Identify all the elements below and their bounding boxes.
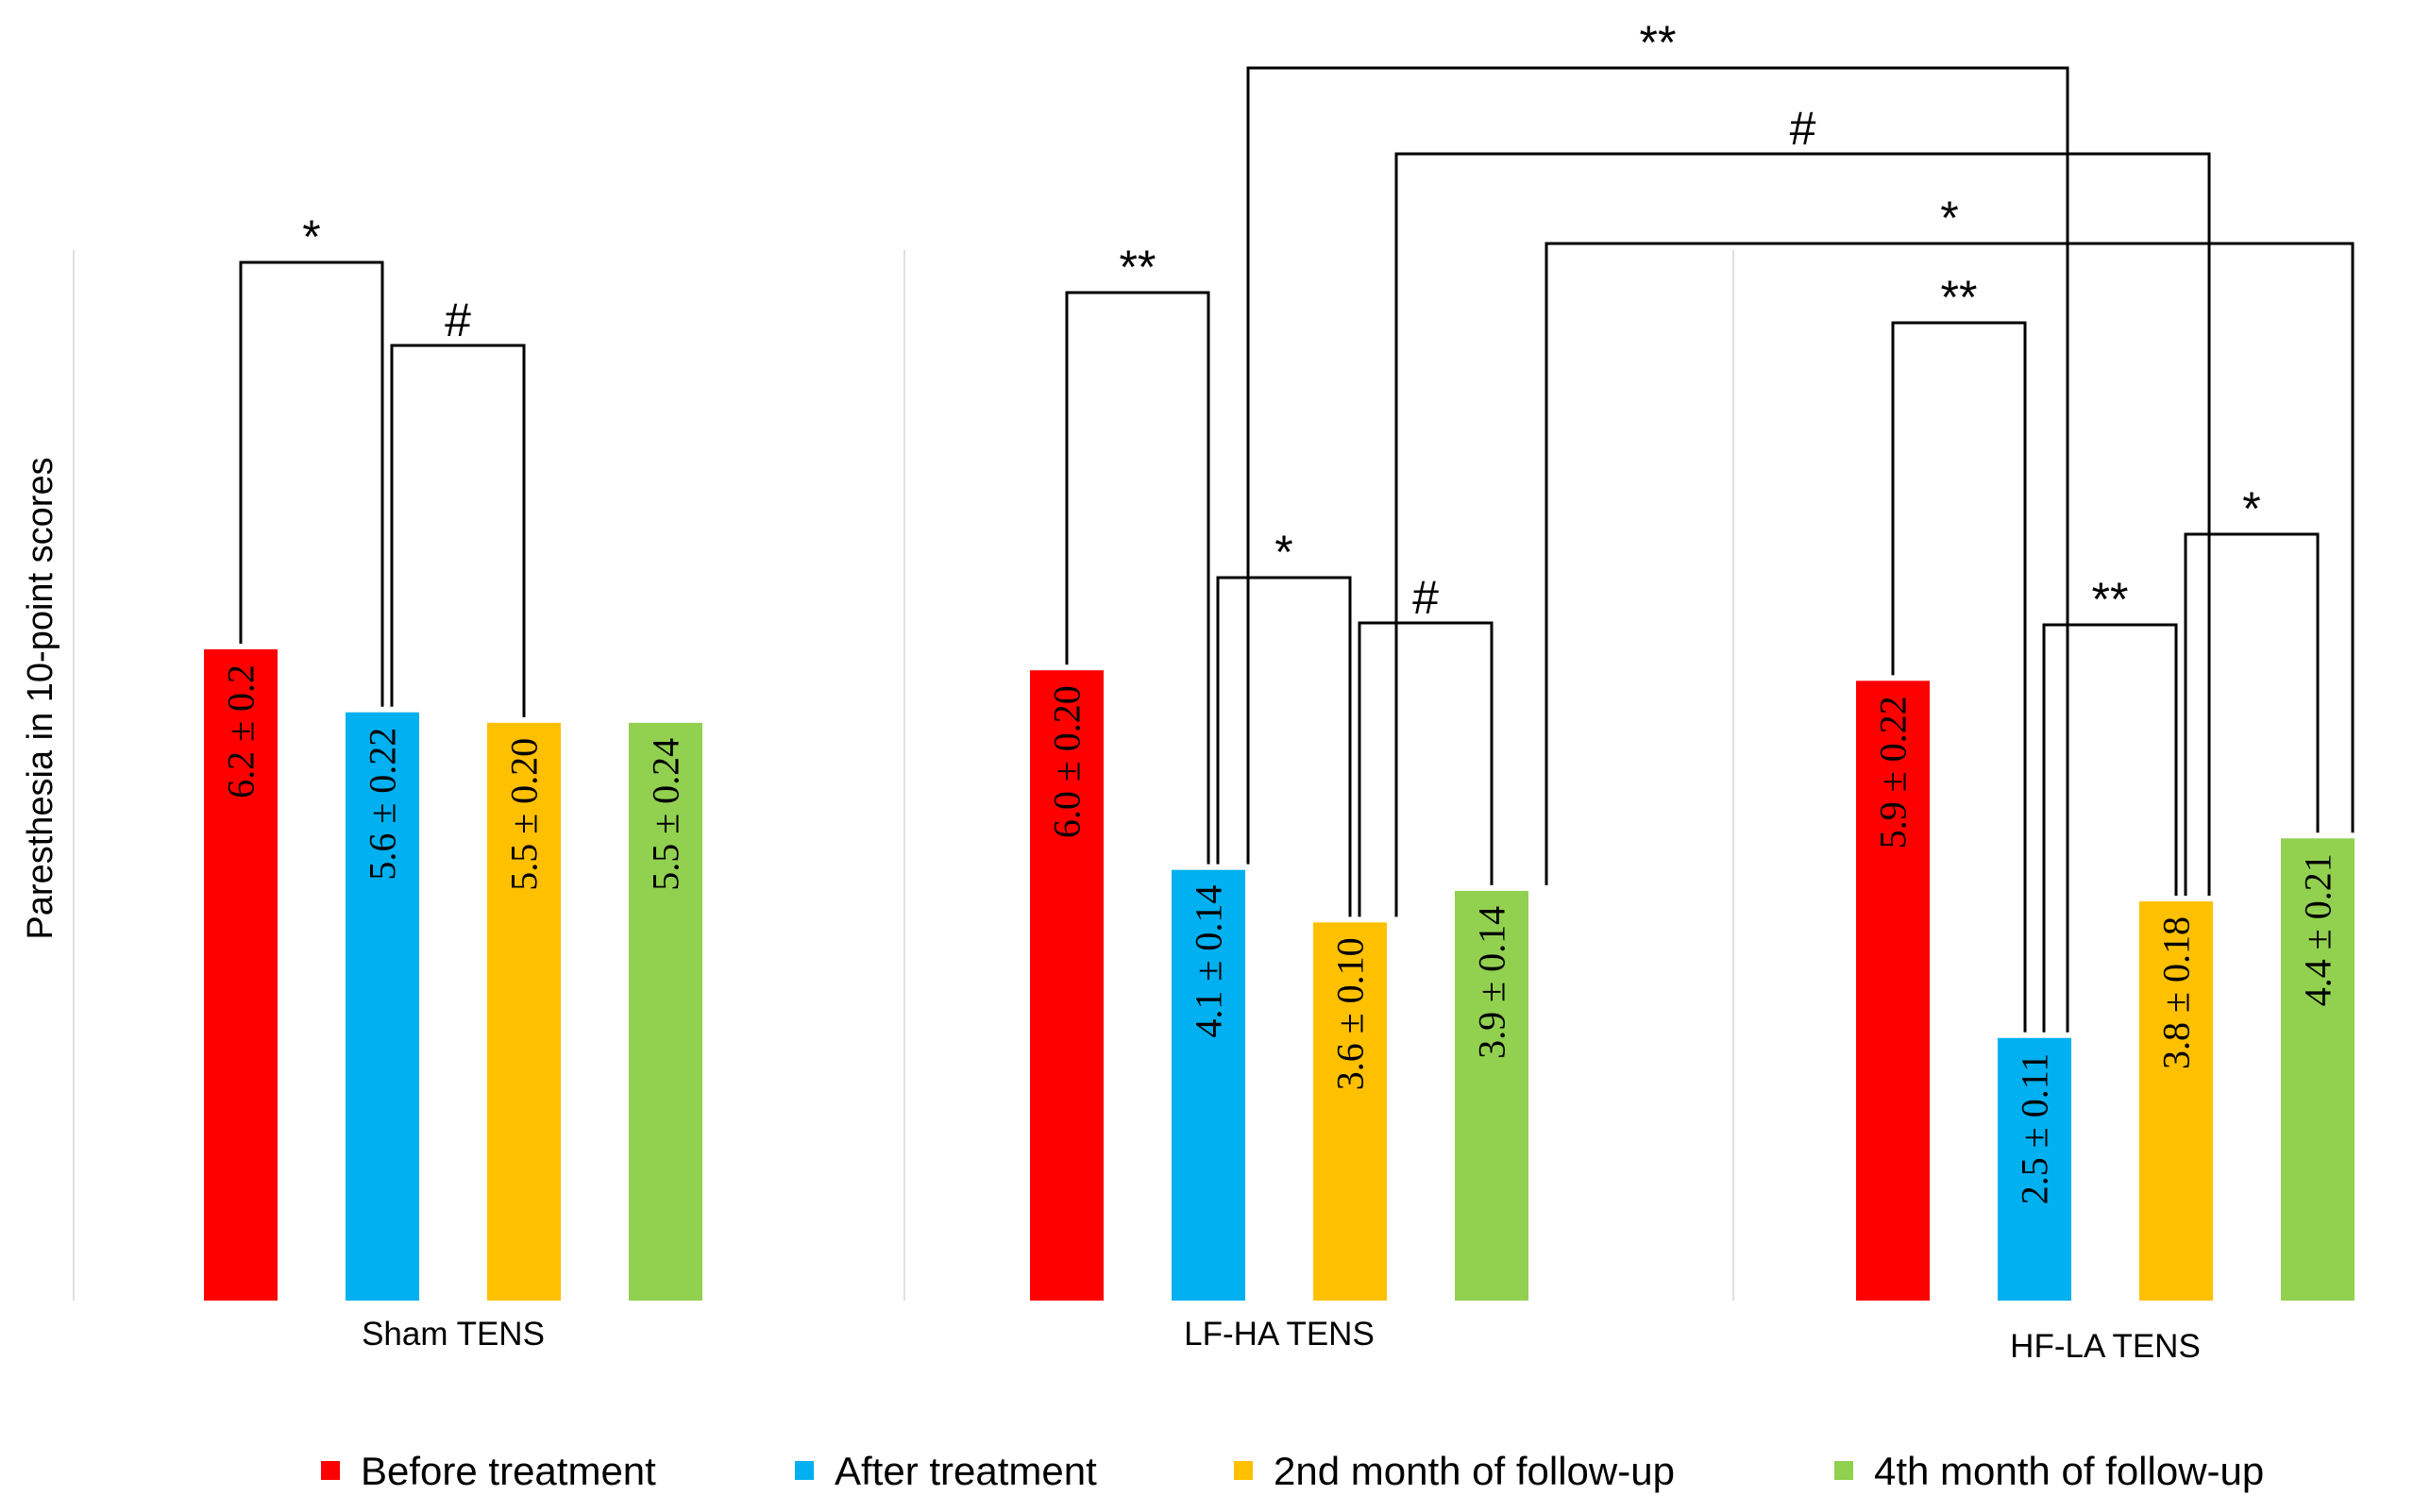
significance-marker-7: ** bbox=[2092, 573, 2129, 626]
bar-hf-la-tens-4th-month-of-follow-up bbox=[2281, 838, 2355, 1301]
significance-marker-1: * bbox=[302, 210, 320, 263]
legend-swatch-4th-month-of-follow-up bbox=[1834, 1461, 1853, 1480]
significance-marker-6: ** bbox=[1941, 271, 1978, 324]
bar-sham-tens-4th-month-of-follow-up bbox=[629, 722, 702, 1301]
bar-label-lf-ha-tens-2nd-month-of-follow-up: 3.6 ± 0.10 bbox=[1329, 937, 1372, 1090]
significance-marker-11: * bbox=[1940, 192, 1958, 244]
bar-sham-tens-after-treatment bbox=[346, 712, 419, 1301]
significance-marker-10: # bbox=[1790, 102, 1816, 155]
significance-bracket-5 bbox=[1358, 621, 1494, 917]
significance-marker-5: # bbox=[1412, 571, 1439, 624]
bar-label-sham-tens-before-treatment: 6.2 ± 0.2 bbox=[220, 664, 262, 798]
bar-label-lf-ha-tens-before-treatment: 6.0 ± 0.20 bbox=[1046, 685, 1089, 838]
bar-label-lf-ha-tens-after-treatment: 4.1 ± 0.14 bbox=[1188, 885, 1230, 1038]
bar-lf-ha-tens-after-treatment bbox=[1172, 869, 1245, 1301]
legend-label-4th-month-of-follow-up: 4th month of follow-up bbox=[1874, 1449, 2264, 1493]
bar-hf-la-tens-after-treatment bbox=[1998, 1037, 2071, 1301]
significance-marker-4: * bbox=[1275, 526, 1292, 579]
bar-sham-tens-2nd-month-of-follow-up bbox=[487, 722, 561, 1301]
significance-bracket-4 bbox=[1216, 576, 1352, 917]
y-axis-label: Paresthesia in 10-point scores bbox=[21, 457, 60, 939]
bars-layer bbox=[204, 648, 2355, 1301]
bar-lf-ha-tens-before-treatment bbox=[1030, 670, 1104, 1301]
bar-value-labels: 6.2 ± 0.2 5.6 ± 0.22 5.5 ± 0.20 5.5 ± 0.24 6… bbox=[220, 664, 2339, 1204]
significance-bracket-9 bbox=[1246, 66, 2069, 1033]
bar-label-hf-la-tens-2nd-month-of-follow-up: 3.8 ± 0.18 bbox=[2155, 916, 2198, 1069]
significance-bracket-1 bbox=[239, 260, 384, 707]
bar-label-sham-tens-2nd-month-of-follow-up: 5.5 ± 0.20 bbox=[503, 738, 546, 891]
bar-label-sham-tens-after-treatment: 5.6 ± 0.22 bbox=[362, 728, 404, 881]
legend-label-2nd-month-of-follow-up: 2nd month of follow-up bbox=[1274, 1449, 1675, 1493]
group-dividers bbox=[73, 250, 1734, 1301]
significance-bracket-7 bbox=[2042, 623, 2178, 1033]
bar-label-sham-tens-4th-month-of-follow-up: 5.5 ± 0.24 bbox=[645, 738, 687, 891]
bar-hf-la-tens-before-treatment bbox=[1856, 680, 1930, 1301]
significance-marker-3: ** bbox=[1120, 241, 1156, 294]
legend-swatch-before-treatment bbox=[321, 1461, 340, 1480]
bar-hf-la-tens-2nd-month-of-follow-up bbox=[2139, 901, 2213, 1301]
bar-label-hf-la-tens-4th-month-of-follow-up: 4.4 ± 0.21 bbox=[2297, 853, 2339, 1006]
group-label-hf-la-tens: HF-LA TENS bbox=[2010, 1328, 2201, 1365]
group-labels: Sham TENS LF-HA TENS HF-LA TENS bbox=[362, 1316, 2201, 1365]
legend-label-after-treatment: After treatment bbox=[835, 1449, 1097, 1493]
bar-label-hf-la-tens-before-treatment: 5.9 ± 0.22 bbox=[1872, 696, 1915, 848]
bar-lf-ha-tens-4th-month-of-follow-up bbox=[1455, 890, 1528, 1301]
legend-swatch-2nd-month-of-follow-up bbox=[1234, 1461, 1253, 1480]
legend: Before treatment After treatment 2nd month… bbox=[321, 1449, 2264, 1493]
significance-bracket-2 bbox=[390, 344, 526, 717]
group-label-lf-ha-tens: LF-HA TENS bbox=[1184, 1316, 1375, 1352]
significance-bracket-6 bbox=[1891, 321, 2027, 1033]
significance-brackets: *#***#*******#* bbox=[239, 16, 2355, 1033]
significance-marker-9: ** bbox=[1640, 16, 1677, 69]
significance-marker-2: # bbox=[445, 294, 471, 346]
significance-bracket-8 bbox=[2184, 532, 2320, 897]
significance-bracket-10 bbox=[1394, 152, 2211, 917]
group-label-sham-tens: Sham TENS bbox=[362, 1316, 545, 1352]
significance-bracket-3 bbox=[1065, 291, 1210, 865]
significance-marker-8: * bbox=[2242, 482, 2260, 535]
significance-bracket-11 bbox=[1545, 242, 2355, 885]
legend-swatch-after-treatment bbox=[795, 1461, 814, 1480]
bar-sham-tens-before-treatment bbox=[204, 648, 278, 1301]
bar-label-lf-ha-tens-4th-month-of-follow-up: 3.9 ± 0.14 bbox=[1471, 906, 1513, 1059]
bar-lf-ha-tens-2nd-month-of-follow-up bbox=[1313, 922, 1387, 1301]
bar-label-hf-la-tens-after-treatment: 2.5 ± 0.11 bbox=[2014, 1053, 2056, 1204]
legend-label-before-treatment: Before treatment bbox=[361, 1449, 656, 1493]
